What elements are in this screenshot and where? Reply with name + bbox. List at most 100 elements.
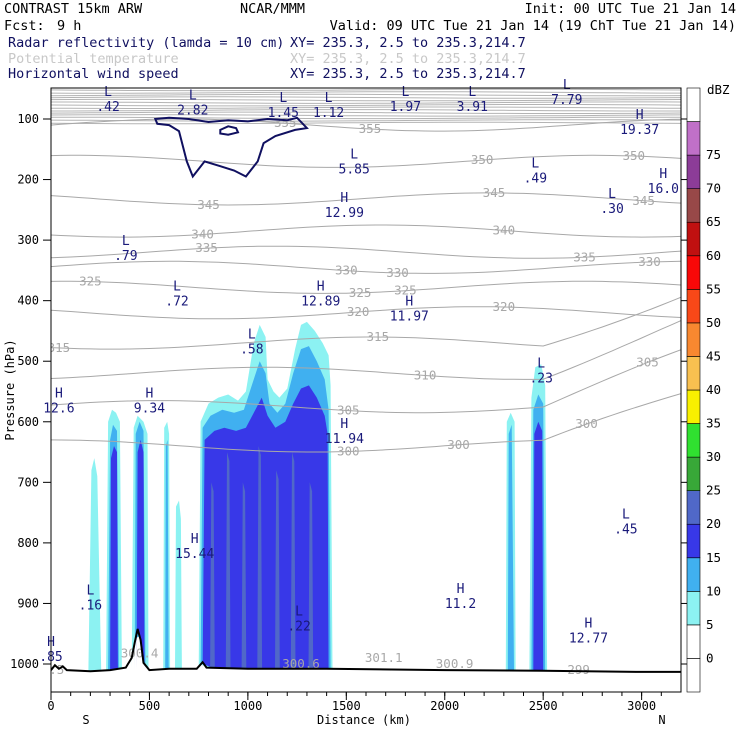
x-tick-label: 1500 [332,699,361,713]
isentrope-line [51,101,681,104]
extremum-marker: H [191,532,199,547]
extremum-value: 7.79 [551,93,582,108]
isentrope-line [51,224,681,238]
refl-cell-cyan [88,458,102,672]
colorbar-swatch [686,322,701,357]
y-tick-label: 200 [17,173,39,187]
colorbar-tick-label: 30 [706,449,721,464]
colorbar-swatch [686,423,701,458]
extremum-value: 12.6 [43,402,74,417]
colorbar-swatch [686,121,701,156]
colorbar-tick-label: 55 [706,281,721,296]
extremum-marker: L [531,157,539,172]
extremum-value: .30 [600,202,623,217]
extremum-marker: H [55,387,63,402]
isentrope-line [51,116,681,120]
isentrope-label: 325 [349,285,372,300]
isentrope-label: 330 [638,254,661,269]
extrema-labels: L.42L2.82L1.45L1.12L1.97L3.91L7.79H19.37… [39,78,679,665]
y-tick-label: 1000 [10,657,39,671]
isentrope-label: 310 [414,367,437,382]
extremum-marker: L [401,85,409,100]
isentrope-label: 335 [195,240,218,255]
colorbar-swatch [686,490,701,525]
y-tick-label: 800 [17,536,39,550]
extremum-marker: H [340,191,348,206]
y-tick-label: 600 [17,415,39,429]
extremum-marker: L [295,605,303,620]
extremum-value: 1.45 [268,106,299,121]
isentrope-line [51,393,681,453]
isentrope-line [51,121,681,125]
extremum-value: 1.97 [390,100,421,115]
fcst-value: 9 h [57,18,81,34]
extremum-marker: H [340,417,348,432]
extremum-value: 3.91 [457,100,488,115]
isentrope-label: 300 [337,444,360,459]
x-tick-label: 0 [47,699,54,713]
colorbar-tick-label: 25 [706,483,721,498]
extremum-value: .79 [114,249,137,264]
extremum-marker: L [537,356,545,371]
isentrope-label: 320 [493,299,516,314]
colorbar-swatch [686,591,701,626]
extremum-marker: H [636,108,644,123]
extremum-marker: H [405,295,413,310]
terrain-profile [51,628,681,673]
colorbar-tick-label: 0 [706,650,714,665]
isentrope-label: 300.9 [436,656,474,671]
colorbar: 0 5 10 15 20 25 30 35 40 45 50 55 60 65 70 75 [686,87,721,693]
isentrope-line [51,98,681,102]
isentrope-label: 345 [632,193,655,208]
isentrope-label: 345 [483,185,506,200]
colorbar-swatch [686,356,701,391]
extremum-marker: L [608,187,616,202]
extremum-value: 15.44 [175,547,214,562]
wind-contour-line [153,116,309,179]
extremum-marker: L [248,327,256,342]
isentrope-label: 299 [567,662,590,677]
extremum-value: .22 [287,620,310,635]
isentrope-line [51,111,681,114]
isentrope-label: 340 [493,222,516,237]
isentrope-line [51,91,681,94]
refl-cell-core [136,439,145,671]
refl-cell-core [202,385,329,671]
isentrope-label: 315 [48,340,71,355]
colorbar-tick-label: 20 [706,516,721,531]
colorbar-tick-label: 40 [706,382,721,397]
extremum-value: 5.85 [339,162,370,177]
colorbar-swatch [686,557,701,592]
extremum-marker: H [585,617,593,632]
isentrope-label: 301.1 [365,650,403,665]
colorbar-swatch [686,154,701,189]
extremum-value: .23 [529,371,552,386]
extremum-value: .49 [524,172,547,187]
y-tick-label: 700 [17,475,39,489]
field-name-reflectivity: Radar reflectivity (lamda = 10 cm) [8,35,284,51]
colorbar-swatch [686,87,701,122]
field-xy-reflectivity: XY= 235.3, 2.5 to 235.3,214.7 [290,35,526,51]
colorbar-swatch [686,456,701,491]
isentrope-label: 350 [471,152,494,167]
extremum-value: 12.99 [325,206,364,221]
isentrope-label: 305 [636,354,659,369]
extremum-marker: L [325,91,333,106]
extremum-marker: L [468,85,476,100]
isentrope-label: 335 [573,249,596,264]
x-tick-label: 1000 [233,699,262,713]
isentrope-label: 340 [191,226,214,241]
axes: 0 500 1000 1500 2000 2500 3000 100 200 300 400 500 6… [10,112,689,713]
refl-cell-cyan [175,500,182,671]
isentrope-label: 300.4 [121,646,159,661]
wind-contour-line [219,125,240,136]
isentrope-line [51,306,681,320]
x-end-label-north: N [658,713,665,727]
isentrope-label: 300.6 [282,656,320,671]
extremum-marker: H [457,582,465,597]
isentrope-label: 315 [367,329,390,344]
isentrope-line [51,192,681,206]
isentrope-label: 300 [447,437,470,452]
isentrope-label: 330 [335,263,358,278]
colorbar-swatch [686,389,701,424]
